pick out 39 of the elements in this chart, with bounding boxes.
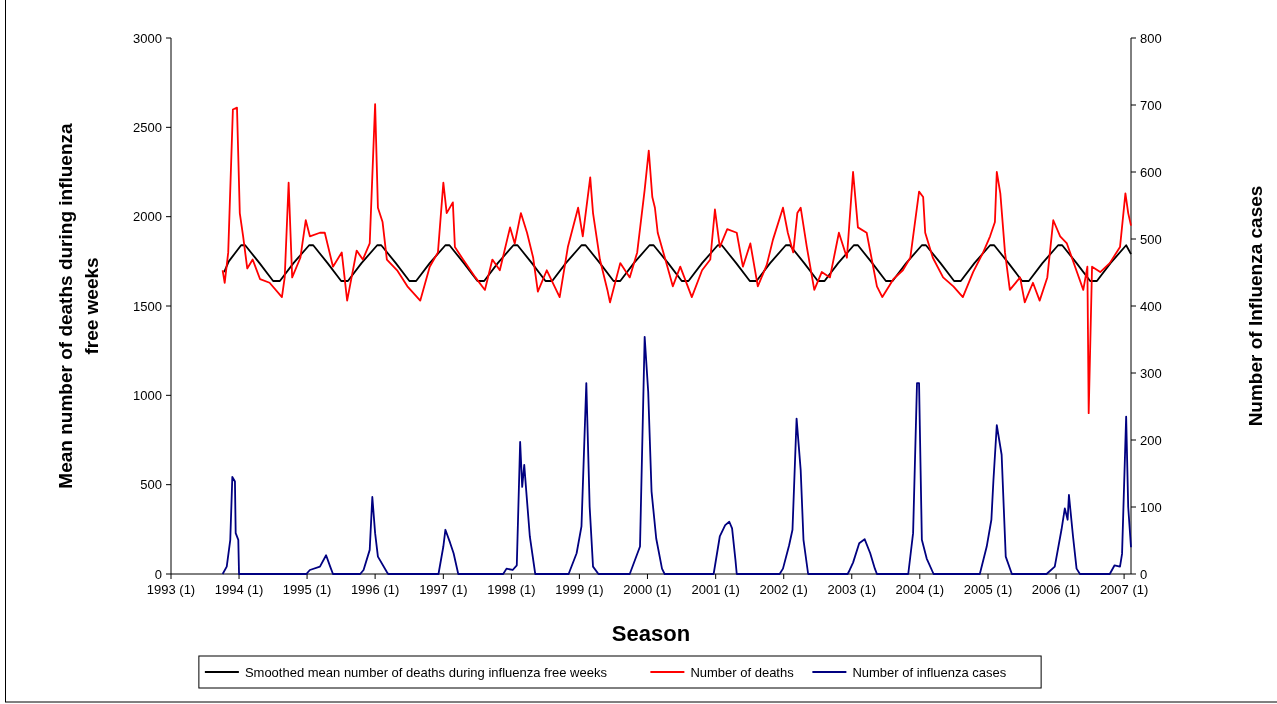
y2-tick-label: 100 bbox=[1140, 499, 1162, 515]
line-series bbox=[221, 335, 1132, 575]
y2-tick-label: 300 bbox=[1140, 365, 1162, 381]
x-tick-label: 2003 (1) bbox=[827, 582, 876, 597]
y-tick-label: 0 bbox=[154, 566, 162, 582]
y-tick-label: 1500 bbox=[133, 298, 162, 314]
x-tick-label: 1993 (1) bbox=[146, 582, 196, 597]
x-tick-label: 2000 (1) bbox=[623, 582, 672, 597]
x-tick-label: 1996 (1) bbox=[350, 582, 400, 597]
y-axis-title: Mean number of deaths during influenza free weeks bbox=[55, 122, 102, 489]
x-tick-label: 2002 (1) bbox=[759, 582, 808, 597]
x-tick-label: 2006 (1) bbox=[1031, 582, 1081, 597]
x-tick-label: 1994 (1) bbox=[214, 582, 264, 597]
legend-label: Smoothed mean number of deaths during influenza free weeks bbox=[244, 664, 608, 680]
x-tick-label: 1995 (1) bbox=[282, 582, 332, 597]
y2-tick-label: 500 bbox=[1140, 231, 1162, 247]
y-tick-label: 3000 bbox=[133, 30, 162, 46]
x-tick-label: 2001 (1) bbox=[691, 582, 740, 597]
y-tick-label: 2500 bbox=[133, 119, 162, 135]
line-series bbox=[221, 103, 1132, 415]
y2-axis-title: Number of Influenza cases bbox=[1245, 185, 1266, 427]
legend-label: Number of deaths bbox=[690, 664, 795, 680]
y-tick-label: 2000 bbox=[133, 209, 162, 225]
x-tick-label: 2007 (1) bbox=[1099, 582, 1149, 597]
y2-tick-label: 600 bbox=[1140, 164, 1162, 180]
y2-tick-label: 200 bbox=[1140, 432, 1162, 448]
x-axis-title: Season bbox=[611, 621, 691, 646]
y2-tick-label: 400 bbox=[1140, 298, 1162, 314]
y2-tick-label: 800 bbox=[1140, 30, 1162, 46]
y2-tick-label: 700 bbox=[1140, 97, 1162, 113]
x-tick-label: 1998 (1) bbox=[487, 582, 536, 597]
x-tick-label: 2005 (1) bbox=[963, 582, 1013, 597]
y-tick-label: 500 bbox=[140, 477, 162, 493]
y2-tick-label: 0 bbox=[1140, 566, 1148, 582]
x-tick-label: 2004 (1) bbox=[895, 582, 945, 597]
legend-label: Number of influenza cases bbox=[852, 664, 1007, 680]
x-tick-label: 1999 (1) bbox=[555, 582, 604, 597]
x-tick-label: 1997 (1) bbox=[419, 582, 468, 597]
y-tick-label: 1000 bbox=[133, 387, 162, 403]
